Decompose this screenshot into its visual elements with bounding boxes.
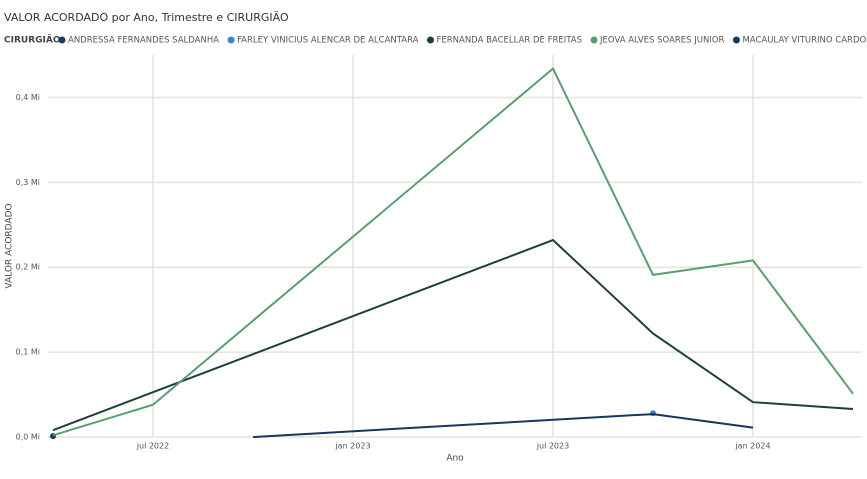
legend-label: ANDRESSA FERNANDES SALDANHA	[68, 36, 219, 46]
legend-title: CIRURGIÃO	[4, 35, 61, 46]
legend-marker	[227, 36, 235, 44]
legend-marker	[590, 36, 598, 44]
legend-label: FARLEY VINICIUS ALENCAR DE ALCANTARA	[237, 36, 419, 46]
x-tick-label: jan 2024	[734, 442, 770, 451]
legend-label: MACAULAY VITURINO CARDOSO	[742, 36, 867, 46]
y-axis-title: VALOR ACORDADO	[5, 203, 15, 288]
legend-marker	[58, 36, 66, 44]
x-axis-title: Ano	[446, 454, 464, 464]
y-tick-label: 0,2 Mi	[16, 263, 40, 272]
x-tick-label: jul 2023	[536, 442, 569, 451]
series-line	[52, 66, 854, 437]
legend-marker	[732, 36, 740, 44]
y-tick-label: 0,4 Mi	[16, 93, 40, 102]
chart-title: VALOR ACORDADO por Ano, Trimestre e CIRU…	[4, 11, 289, 24]
series-line	[52, 238, 854, 432]
legend-label: FERNANDA BACELLAR DE FREITAS	[436, 36, 582, 46]
x-tick-label: jul 2022	[136, 442, 169, 451]
legend-marker	[426, 36, 434, 44]
y-tick-label: 0,1 Mi	[16, 348, 40, 357]
y-tick-label: 0,3 Mi	[16, 178, 40, 187]
legend-label: JEOVA ALVES SOARES JUNIOR	[599, 36, 725, 46]
y-tick-label: 0,0 Mi	[16, 433, 40, 442]
x-tick-label: jan 2023	[334, 442, 370, 451]
series-line	[252, 413, 754, 438]
